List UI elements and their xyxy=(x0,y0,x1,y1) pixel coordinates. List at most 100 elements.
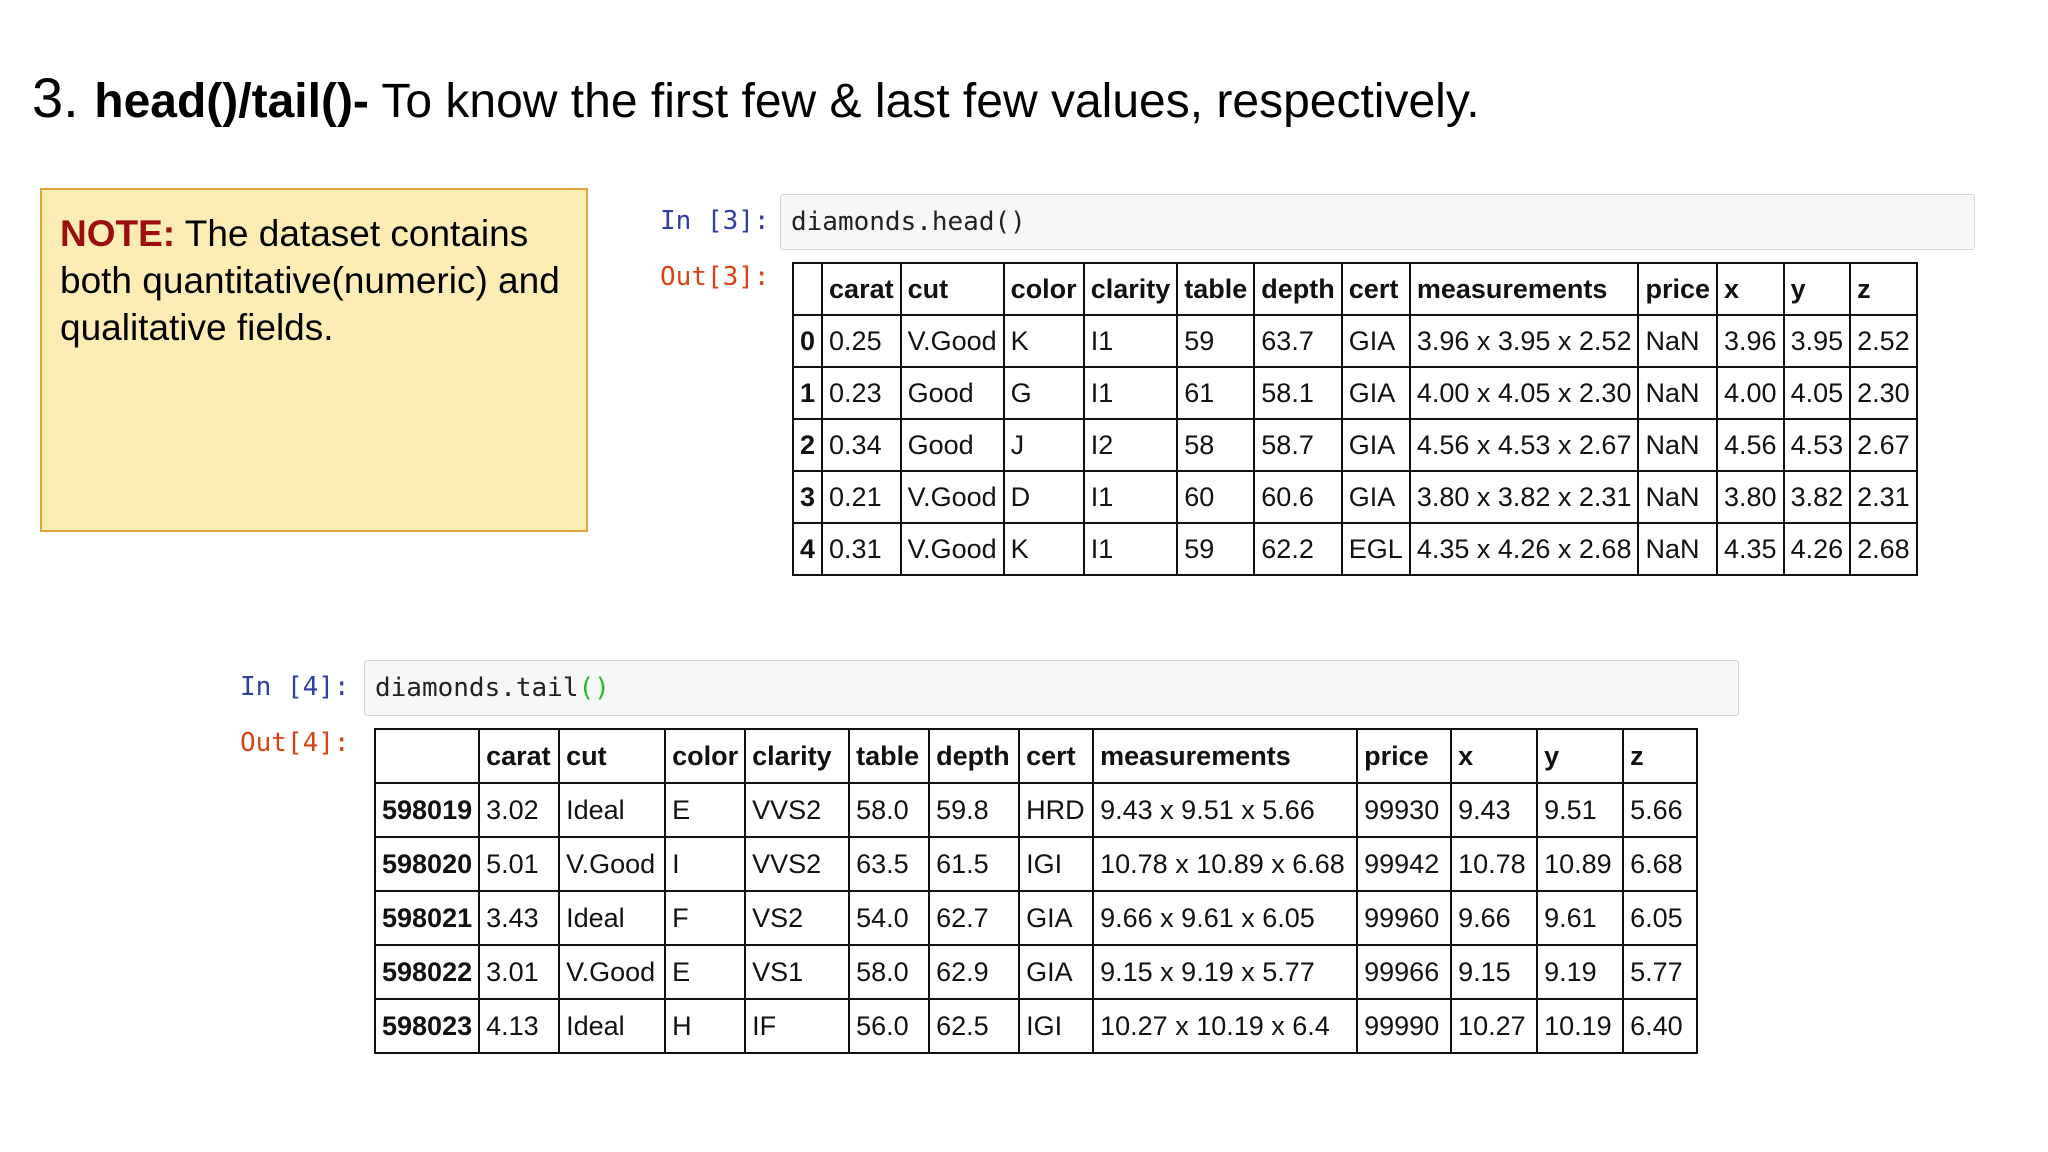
table-cell: 4.00 xyxy=(1716,366,1785,420)
table-cell: E xyxy=(664,782,747,838)
table-cell: 6.40 xyxy=(1622,998,1699,1054)
table-cell: 3.82 xyxy=(1782,470,1852,524)
table-cell: 4.13 xyxy=(478,998,561,1054)
cell4-code-input[interactable]: diamonds.tail() xyxy=(364,660,1739,716)
column-header: color xyxy=(664,728,747,784)
table-cell: J xyxy=(1002,418,1085,472)
cell3-code-input[interactable]: diamonds.head() xyxy=(780,194,1975,250)
table-cell: 4.35 xyxy=(1716,522,1785,576)
table-cell: GIA xyxy=(1340,418,1411,472)
note-text: The dataset contains both quantitative(n… xyxy=(60,213,560,348)
column-header: price xyxy=(1637,262,1719,316)
table-cell: 10.78 x 10.89 x 6.68 xyxy=(1092,836,1359,892)
table-cell: V.Good xyxy=(558,944,667,1000)
table-cell: 59.8 xyxy=(928,782,1021,838)
table-cell: 61 xyxy=(1176,366,1256,420)
table-cell: 10.27 x 10.19 x 6.4 xyxy=(1092,998,1359,1054)
title-description: To know the first few & last few values,… xyxy=(368,75,1480,128)
table-cell: VVS2 xyxy=(744,782,851,838)
column-header: clarity xyxy=(1082,262,1179,316)
table-header-row: carat cut color clarity table depth cert measur… xyxy=(373,728,1699,784)
table-cell: GIA xyxy=(1340,366,1411,420)
table-cell: VS2 xyxy=(744,890,851,946)
table-cell: 99966 xyxy=(1356,944,1453,1000)
table-cell: I1 xyxy=(1082,470,1179,524)
table-cell: IGI xyxy=(1018,998,1095,1054)
table-cell: 63.5 xyxy=(848,836,931,892)
column-header: cert xyxy=(1018,728,1095,784)
row-index: 4 xyxy=(791,522,824,576)
table-cell: 62.7 xyxy=(928,890,1021,946)
table-cell: 5.01 xyxy=(478,836,561,892)
table-cell: 9.43 x 9.51 x 5.66 xyxy=(1092,782,1359,838)
table-cell: I1 xyxy=(1082,522,1179,576)
table-cell: GIA xyxy=(1018,944,1095,1000)
table-cell: NaN xyxy=(1637,366,1719,420)
table-cell: 62.2 xyxy=(1253,522,1343,576)
table-cell: 99930 xyxy=(1356,782,1453,838)
row-index: 598020 xyxy=(373,836,481,892)
table-cell: 4.05 xyxy=(1782,366,1852,420)
table-row: 598021 3.43 Ideal F VS2 54.0 62.7 GIA 9.66 x 9.6… xyxy=(373,890,1699,946)
table-row: 1 0.23 Good G I1 61 58.1 GIA 4.00 x 4.05 x 2.30 N… xyxy=(791,366,1918,420)
table-cell: V.Good xyxy=(899,470,1005,524)
table-cell: Ideal xyxy=(558,782,667,838)
table-cell: 4.53 xyxy=(1782,418,1852,472)
table-cell: H xyxy=(664,998,747,1054)
cell4-code-prefix: diamonds.tail xyxy=(375,673,579,703)
table-cell: 0.31 xyxy=(821,522,902,576)
column-header: x xyxy=(1450,728,1539,784)
column-header: table xyxy=(848,728,931,784)
table-cell: 3.01 xyxy=(478,944,561,1000)
row-index: 598019 xyxy=(373,782,481,838)
table-cell: 3.80 x 3.82 x 2.31 xyxy=(1408,470,1640,524)
row-index: 598021 xyxy=(373,890,481,946)
cell4-in-prompt: In [4]: xyxy=(240,672,350,702)
table-cell: 56.0 xyxy=(848,998,931,1054)
table-cell: NaN xyxy=(1637,418,1719,472)
table-cell: NaN xyxy=(1637,470,1719,524)
index-header xyxy=(373,728,481,784)
row-index: 2 xyxy=(791,418,824,472)
table-cell: 62.9 xyxy=(928,944,1021,1000)
tail-output-table: carat cut color clarity table depth cert measur… xyxy=(373,728,1699,1054)
table-cell: 2.52 xyxy=(1849,314,1918,368)
cell3-in-prompt: In [3]: xyxy=(660,206,770,236)
table-cell: 5.77 xyxy=(1622,944,1699,1000)
table-cell: IGI xyxy=(1018,836,1095,892)
table-cell: 99960 xyxy=(1356,890,1453,946)
table-cell: 99942 xyxy=(1356,836,1453,892)
table-cell: 99990 xyxy=(1356,998,1453,1054)
column-header: price xyxy=(1356,728,1453,784)
cell4-code-parens: () xyxy=(578,673,610,703)
table-cell: 4.56 x 4.53 x 2.67 xyxy=(1408,418,1640,472)
table-cell: 60 xyxy=(1176,470,1256,524)
note-label: NOTE: xyxy=(60,213,176,254)
row-index: 0 xyxy=(791,314,824,368)
column-header: measurements xyxy=(1092,728,1359,784)
column-header: cert xyxy=(1340,262,1411,316)
table-row: 598022 3.01 V.Good E VS1 58.0 62.9 GIA 9.15 x 9.… xyxy=(373,944,1699,1000)
table-header-row: carat cut color clarity table depth cert measur… xyxy=(791,262,1918,316)
table-row: 598019 3.02 Ideal E VVS2 58.0 59.8 HRD 9.43 x 9.… xyxy=(373,782,1699,838)
table-cell: VVS2 xyxy=(744,836,851,892)
table-row: 598020 5.01 V.Good I VVS2 63.5 61.5 IGI 10.78 x … xyxy=(373,836,1699,892)
table-cell: 61.5 xyxy=(928,836,1021,892)
table-row: 0 0.25 V.Good K I1 59 63.7 GIA 3.96 x 3.95 x 2.5… xyxy=(791,314,1918,368)
table-cell: 9.61 xyxy=(1536,890,1625,946)
row-index: 598022 xyxy=(373,944,481,1000)
table-cell: 10.27 xyxy=(1450,998,1539,1054)
table-cell: EGL xyxy=(1340,522,1411,576)
table-cell: Ideal xyxy=(558,890,667,946)
table-cell: 3.80 xyxy=(1716,470,1785,524)
column-header: clarity xyxy=(744,728,851,784)
table-cell: 4.35 x 4.26 x 2.68 xyxy=(1408,522,1640,576)
row-index: 1 xyxy=(791,366,824,420)
column-header: measurements xyxy=(1408,262,1640,316)
table-cell: 0.23 xyxy=(821,366,902,420)
table-cell: 10.19 xyxy=(1536,998,1625,1054)
table-cell: V.Good xyxy=(899,522,1005,576)
column-header: carat xyxy=(821,262,902,316)
table-row: 598023 4.13 Ideal H IF 56.0 62.5 IGI 10.27 x 10.… xyxy=(373,998,1699,1054)
table-cell: 4.26 xyxy=(1782,522,1852,576)
